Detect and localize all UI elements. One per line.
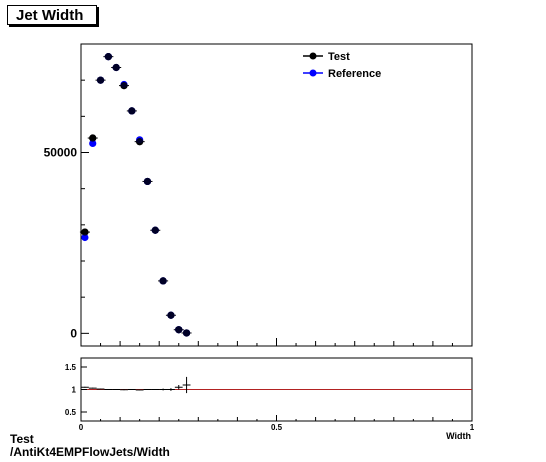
test-point-overlay: [159, 277, 167, 285]
test-point-overlay: [81, 228, 89, 236]
legend-reference-label: Reference: [328, 68, 381, 80]
test-point-overlay: [112, 63, 120, 72]
test-point-overlay: [151, 226, 159, 234]
test-point-overlay: [143, 177, 152, 186]
y-tick-label: 50000: [44, 146, 78, 160]
test-point-overlay: [104, 53, 112, 61]
test-point-overlay: [182, 329, 191, 337]
footer-path-label: /AntiKt4EMPFlowJets/Width: [10, 445, 170, 459]
legend-test-marker: [309, 52, 317, 60]
test-point-overlay: [120, 81, 128, 90]
test-point-overlay: [175, 326, 183, 334]
y-tick-label: 0: [70, 326, 77, 340]
footer-sample-label: Test: [10, 432, 34, 446]
main-plot-frame: [80, 43, 473, 347]
ratio-y-tick-label: 1: [72, 386, 77, 395]
ratio-x-tick-label: 1: [470, 423, 475, 432]
legend-test-label: Test: [328, 51, 350, 63]
reference-point: [89, 139, 97, 148]
test-point-overlay: [128, 107, 136, 115]
reference-point: [81, 233, 89, 242]
ratio-y-tick-label: 0.5: [65, 408, 77, 417]
ratio-x-tick-label: 0: [79, 423, 84, 432]
test-point-overlay: [96, 76, 105, 84]
legend-reference-marker: [309, 69, 317, 77]
ratio-y-tick-label: 1.5: [65, 363, 77, 372]
legend: Test Reference: [303, 51, 381, 80]
ratio-x-tick-label: 0.5: [271, 423, 283, 432]
test-point-overlay: [136, 138, 144, 146]
test-point-overlay: [167, 311, 175, 319]
chart-title: Jet Width: [7, 5, 97, 25]
x-axis-label: Width: [446, 431, 471, 441]
test-point-overlay: [89, 134, 97, 142]
